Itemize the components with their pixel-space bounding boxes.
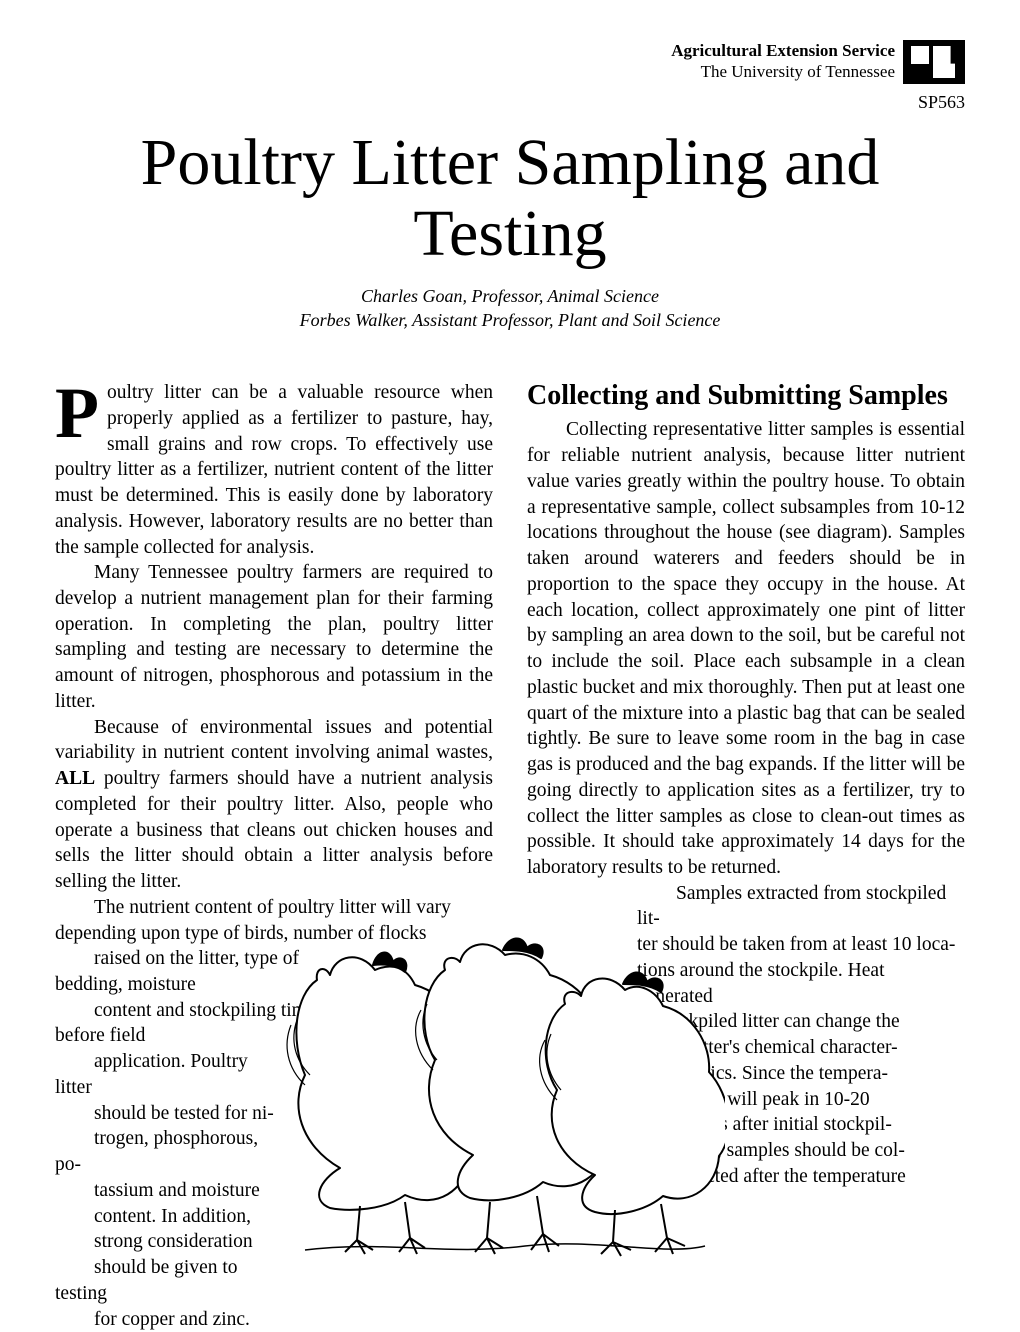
- ut-logo: [903, 40, 965, 84]
- author-1: Charles Goan, Professor, Animal Science: [55, 284, 965, 308]
- header-text: Agricultural Extension Service The Unive…: [671, 40, 895, 83]
- left-p3b: poultry farmers should have a nutrient a…: [55, 768, 493, 892]
- publication-code: SP563: [55, 92, 965, 113]
- left-p4k: for copper and zinc.: [55, 1307, 493, 1332]
- right-para-1: Collecting representative litter samples…: [527, 417, 965, 880]
- author-2: Forbes Walker, Assistant Professor, Plan…: [55, 308, 965, 332]
- org-line-1: Agricultural Extension Service: [671, 40, 895, 61]
- page-title: Poultry Litter Sampling and Testing: [55, 127, 965, 270]
- authors: Charles Goan, Professor, Animal Science …: [55, 284, 965, 333]
- section-heading: Collecting and Submitting Samples: [527, 380, 965, 411]
- org-line-2: The University of Tennessee: [671, 61, 895, 82]
- left-p3a: Because of environmental issues and pote…: [55, 717, 493, 764]
- header: Agricultural Extension Service The Unive…: [55, 40, 965, 84]
- left-para-1: P oultry litter can be a valuable resour…: [55, 380, 493, 560]
- left-p4j: should be given to testing: [55, 1255, 493, 1306]
- left-p1-text: oultry litter can be a valuable resource…: [55, 382, 493, 557]
- left-para-3: Because of environmental issues and pote…: [55, 715, 493, 895]
- left-p3-bold: ALL: [55, 768, 95, 789]
- chickens-illustration: [265, 910, 725, 1260]
- left-para-2: Many Tennessee poultry farmers are requi…: [55, 560, 493, 714]
- dropcap: P: [55, 380, 107, 443]
